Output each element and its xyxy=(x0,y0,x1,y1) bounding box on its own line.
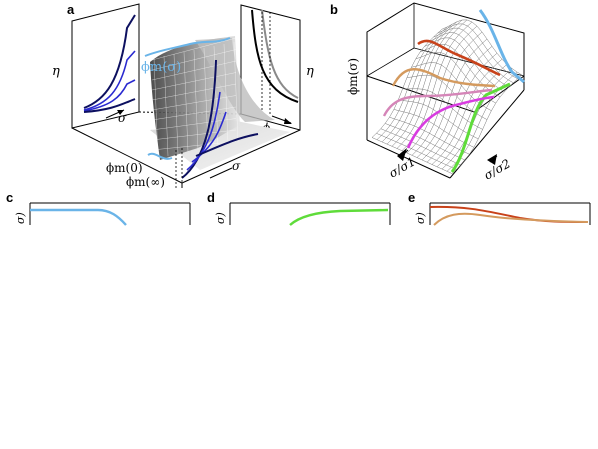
panel-b-curves xyxy=(382,9,525,173)
panel-c: c σ) xyxy=(6,190,191,226)
panel-b-z-label: ϕm(σ) xyxy=(346,58,360,95)
panel-a-dashes xyxy=(175,148,183,188)
panel-b-letter: b xyxy=(330,2,338,17)
sigma-front-label: σ xyxy=(232,159,241,173)
panel-a-slices xyxy=(181,59,259,179)
eta-right-label: η xyxy=(306,64,314,79)
panel-e-letter: e xyxy=(408,190,415,205)
panel-b-y-label: σ/σ2 xyxy=(482,156,513,182)
phi-m-inf-label: ϕm(∞) xyxy=(126,175,165,189)
panel-e-axis-fragment: σ) xyxy=(414,212,427,224)
panel-e: e σ) xyxy=(408,190,591,226)
phi-m-curve-front xyxy=(147,152,173,160)
panel-e-curve-orange xyxy=(433,212,589,226)
panel-a-surface xyxy=(150,36,275,160)
panel-d-curve xyxy=(289,208,389,226)
panel-c-curve xyxy=(30,208,127,226)
panel-b: b ϕm(σ) σ/σ1 σ/σ2 xyxy=(330,2,525,183)
panel-a: a η σ η ϕ xyxy=(52,2,314,189)
panel-a-letter: a xyxy=(67,2,75,17)
panel-c-axis-fragment: σ) xyxy=(14,212,27,224)
panel-b-x-label: σ/σ1 xyxy=(387,154,418,180)
panel-c-letter: c xyxy=(6,190,13,205)
panel-d-axis-fragment: σ) xyxy=(214,212,227,224)
panel-b-mesh xyxy=(371,19,523,174)
phi-m-zero-label: ϕm(0) xyxy=(106,161,143,175)
eta-left-label: η xyxy=(52,64,60,79)
sigma-left-label: σ xyxy=(118,111,127,125)
phi-m-curve-label: ϕm(σ) xyxy=(141,60,181,75)
panel-d-letter: d xyxy=(207,190,215,205)
panel-d: d σ) xyxy=(207,190,391,226)
panel-a-left-inset: η σ xyxy=(52,3,140,129)
phi-m-curve-top xyxy=(144,37,231,57)
